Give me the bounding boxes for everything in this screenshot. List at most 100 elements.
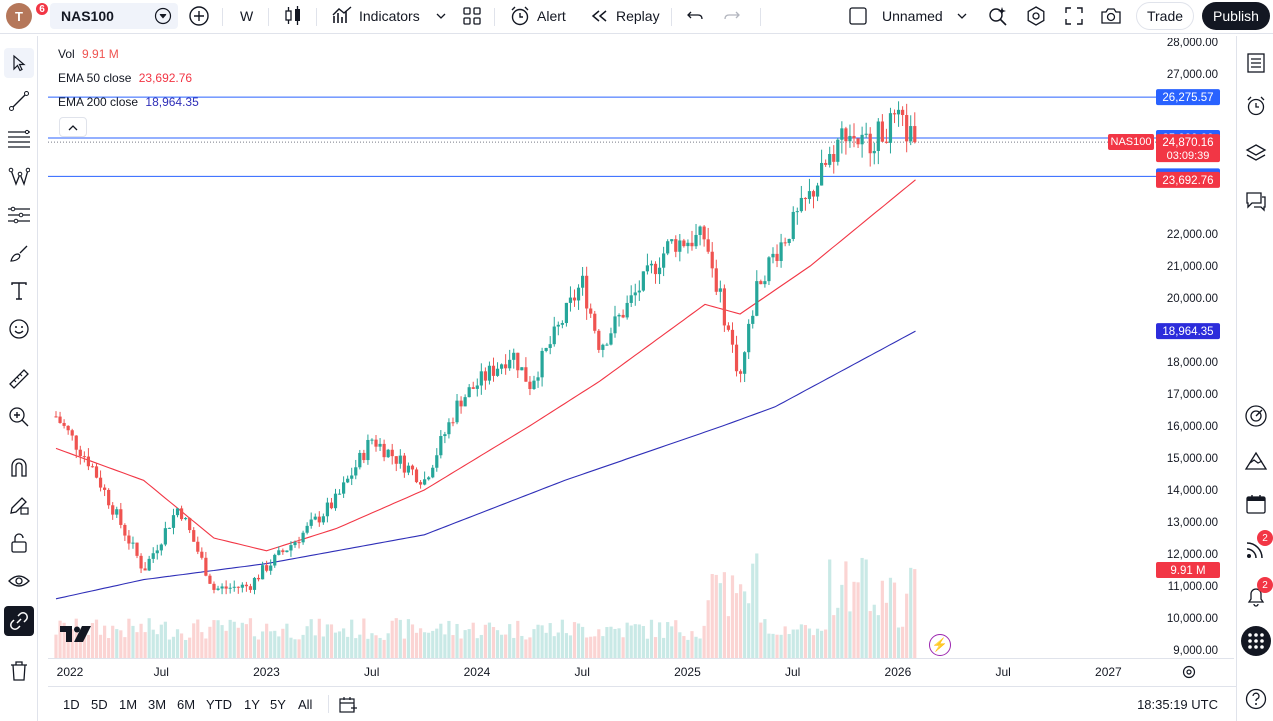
- candle-body: [123, 524, 127, 536]
- candle-body: [289, 545, 293, 551]
- volume-bar: [581, 626, 585, 658]
- zoom-tool[interactable]: [4, 402, 34, 432]
- collapse-legend-button[interactable]: [59, 117, 87, 137]
- brush-tool[interactable]: [4, 238, 34, 268]
- forecast-tool[interactable]: [4, 200, 34, 230]
- chats-button[interactable]: [1241, 186, 1271, 216]
- volume-bar: [358, 634, 362, 658]
- interval-button[interactable]: W: [240, 4, 253, 28]
- candle-body: [240, 584, 244, 588]
- volume-bar: [678, 632, 682, 658]
- alert-button[interactable]: Alert: [509, 4, 566, 28]
- candle-body: [605, 344, 609, 346]
- candle-body: [734, 344, 739, 372]
- compare-add-button[interactable]: [188, 4, 210, 28]
- settings-gear-icon[interactable]: [1182, 665, 1196, 679]
- undo-button[interactable]: [686, 4, 704, 28]
- hide-drawings-tool[interactable]: [4, 566, 34, 596]
- range-5d[interactable]: 5D: [91, 697, 108, 712]
- help-button[interactable]: [1241, 684, 1271, 714]
- clock-utc[interactable]: 18:35:19 UTC: [1137, 697, 1218, 712]
- range-ytd[interactable]: YTD: [206, 697, 232, 712]
- date-range-icon[interactable]: [338, 696, 358, 714]
- calendar-button[interactable]: [1241, 489, 1271, 519]
- volume-bar: [342, 628, 346, 658]
- candle-body: [431, 467, 435, 478]
- pattern-tool[interactable]: [4, 162, 34, 192]
- symbol-options-icon[interactable]: [154, 7, 172, 25]
- trend-line-tool[interactable]: [4, 86, 34, 116]
- object-tree-button[interactable]: [1241, 138, 1271, 168]
- settings-button[interactable]: [1026, 4, 1046, 28]
- fib-tool[interactable]: [4, 124, 34, 154]
- price-axis[interactable]: 28,000.0027,000.0025,000.0022,000.0021,0…: [1156, 38, 1234, 658]
- candle-body: [820, 162, 824, 186]
- lightning-icon[interactable]: ⚡: [929, 634, 951, 656]
- symbol-search[interactable]: NAS100: [50, 3, 178, 29]
- layout-menu-button[interactable]: Unnamed: [848, 4, 967, 28]
- volume-bar: [313, 635, 317, 658]
- user-avatar[interactable]: T 6: [6, 1, 50, 29]
- time-tick-label: 2022: [56, 665, 84, 679]
- candle-body: [617, 314, 621, 317]
- products-menu-button[interactable]: [1241, 626, 1271, 656]
- candle-body: [876, 121, 880, 151]
- sync-drawings-tool[interactable]: [4, 606, 34, 636]
- alarm-clock-icon: [511, 6, 529, 26]
- technicals-button[interactable]: [1241, 401, 1271, 431]
- quick-search-button[interactable]: [987, 4, 1009, 28]
- replay-button[interactable]: Replay: [590, 4, 660, 28]
- fullscreen-button[interactable]: [1064, 4, 1084, 28]
- candle-body: [252, 577, 257, 590]
- volume-bar: [888, 577, 893, 658]
- range-3m[interactable]: 3M: [148, 697, 167, 712]
- volume-bar: [706, 600, 710, 658]
- time-tick-label: Jul: [995, 665, 1011, 679]
- remove-drawings-tool[interactable]: [4, 656, 34, 686]
- news-feed-button[interactable]: 2: [1241, 530, 1273, 564]
- candle-body: [248, 586, 253, 590]
- candle-body: [495, 368, 500, 376]
- volume-bar: [103, 625, 107, 658]
- text-tool[interactable]: [4, 276, 34, 306]
- watchlist-button[interactable]: [1241, 48, 1271, 78]
- chart-type-button[interactable]: [283, 4, 303, 28]
- range-1y[interactable]: 1Y: [244, 697, 260, 712]
- volume-bar: [856, 582, 860, 658]
- publish-button[interactable]: Publish: [1202, 2, 1270, 30]
- candle-body: [698, 226, 702, 235]
- time-axis[interactable]: 2022 Jul 2023 Jul 2024 Jul 2025 Jul 2026 Jul 2027: [48, 658, 1234, 684]
- range-6m[interactable]: 6M: [177, 697, 196, 712]
- time-tick-label: Jul: [574, 665, 590, 679]
- emoji-tool[interactable]: [4, 314, 34, 344]
- candle-body: [139, 555, 143, 569]
- volume-bar: [82, 633, 86, 658]
- price-chart[interactable]: [48, 38, 1156, 658]
- candle-body: [848, 135, 852, 142]
- volume-bar: [196, 619, 200, 658]
- measure-tool[interactable]: [4, 364, 34, 394]
- notifications-button[interactable]: 2: [1241, 577, 1273, 611]
- stay-drawing-tool[interactable]: [4, 490, 34, 520]
- alerts-panel-button[interactable]: [1241, 91, 1271, 121]
- range-all[interactable]: All: [298, 697, 313, 712]
- price-tick-label: 22,000.00: [1167, 229, 1218, 241]
- volume-bar: [386, 633, 390, 658]
- lock-drawings-tool[interactable]: [4, 528, 34, 558]
- range-1m[interactable]: 1M: [119, 697, 138, 712]
- volume-bar: [637, 624, 641, 658]
- range-5y[interactable]: 5Y: [270, 697, 286, 712]
- magnet-tool[interactable]: [4, 452, 34, 482]
- cursor-tool[interactable]: [4, 48, 34, 78]
- candle-body: [589, 308, 593, 314]
- volume-bar: [556, 632, 560, 658]
- range-1d[interactable]: 1D: [63, 697, 80, 712]
- volume-bar: [552, 636, 556, 658]
- redo-button[interactable]: [723, 4, 741, 28]
- volume-bar: [301, 634, 305, 658]
- trade-button[interactable]: Trade: [1136, 2, 1194, 30]
- snapshot-button[interactable]: [1100, 4, 1122, 28]
- indicators-button[interactable]: Indicators: [331, 4, 446, 28]
- templates-button[interactable]: [462, 4, 482, 28]
- ideas-button[interactable]: [1241, 446, 1271, 476]
